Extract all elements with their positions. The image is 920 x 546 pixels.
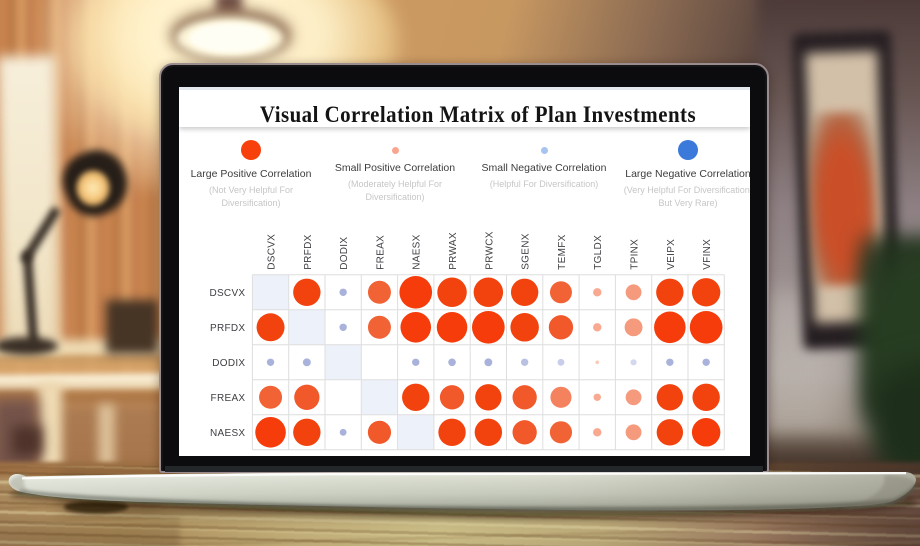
svg-text:NAESX: NAESX <box>210 428 245 439</box>
svg-text:PRWAX: PRWAX <box>448 232 459 270</box>
svg-text:TPINX: TPINX <box>630 239 641 270</box>
svg-text:FREAX: FREAX <box>375 235 386 270</box>
svg-text:VEIPX: VEIPX <box>666 239 677 270</box>
svg-text:DODIX: DODIX <box>212 358 245 369</box>
svg-text:DODIX: DODIX <box>339 237 350 270</box>
svg-text:DSCVX: DSCVX <box>267 234 278 270</box>
svg-text:TEMFX: TEMFX <box>557 234 568 269</box>
svg-text:TGLDX: TGLDX <box>593 235 604 270</box>
svg-text:PRFDX: PRFDX <box>210 323 245 334</box>
svg-text:PRFDX: PRFDX <box>303 234 314 269</box>
svg-text:PRWCX: PRWCX <box>484 231 495 270</box>
svg-text:NAESX: NAESX <box>412 234 423 269</box>
svg-text:DSCVX: DSCVX <box>209 288 245 299</box>
svg-text:FREAX: FREAX <box>211 393 246 404</box>
svg-text:SGENX: SGENX <box>521 233 532 270</box>
svg-text:VFINX: VFINX <box>702 239 713 270</box>
